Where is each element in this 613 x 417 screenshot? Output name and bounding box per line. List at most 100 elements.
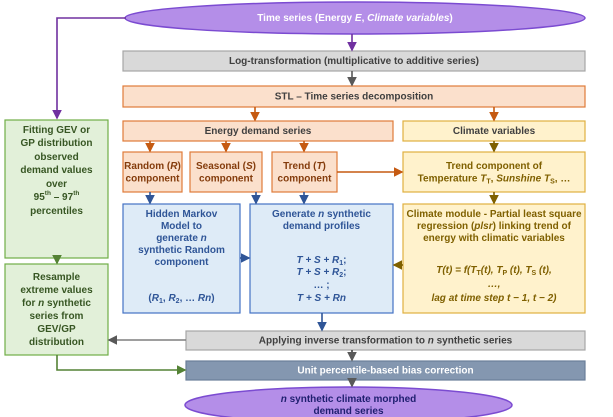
- node-text: demand series: [313, 406, 383, 417]
- node-text: distribution: [29, 337, 84, 348]
- node-text: Climate variables: [453, 126, 536, 137]
- text-segment: Seasonal (: [196, 160, 247, 171]
- text-segment: 2: [176, 298, 180, 305]
- text-segment: , …: [180, 293, 198, 304]
- text-segment: component: [155, 257, 210, 268]
- text-segment: ): [449, 13, 452, 24]
- text-segment: demand values: [20, 165, 93, 176]
- resample-box: Resample extreme values for n synthetic ser…: [4, 263, 109, 356]
- text-segment: energy with climatic variables: [423, 233, 565, 244]
- node-shape: [402, 203, 586, 314]
- text-segment: T: [316, 160, 323, 171]
- text-segment: S: [246, 160, 253, 171]
- text-segment: T: [486, 179, 491, 186]
- node-text: percentiles: [30, 206, 83, 217]
- text-segment: n: [318, 209, 324, 220]
- text-segment: synthetic: [324, 209, 371, 220]
- trend-climate-box: Trend component of Temperature TT, Sunshi…: [402, 151, 586, 193]
- text-segment: R: [168, 293, 176, 304]
- node-text: T + S + Rn: [297, 293, 346, 304]
- text-segment: Rn: [198, 293, 211, 304]
- node-text: (R1, R2, … Rn): [148, 293, 214, 306]
- text-segment: Time series (Energy: [257, 13, 355, 24]
- text-segment: 95: [34, 192, 46, 203]
- arrow: [52, 17, 126, 120]
- text-segment: over: [46, 179, 67, 190]
- text-segment: percentiles: [30, 206, 83, 217]
- text-segment: th: [45, 190, 51, 197]
- text-segment: (t), T: [507, 265, 532, 276]
- text-segment: lag at time step t − 1, t − 2): [431, 293, 557, 304]
- text-segment: plsr: [473, 221, 493, 232]
- bias-correction-box: Unit percentile-based bias correction: [185, 360, 586, 381]
- node-shape: [189, 151, 263, 193]
- node-text: synthetic Random: [138, 245, 225, 256]
- text-segment: E: [355, 13, 362, 24]
- node-text: energy with climatic variables: [423, 233, 565, 244]
- node-text: demand profiles: [283, 221, 361, 232]
- text-segment: synthetic Random: [138, 245, 225, 256]
- node-text: GEV/GP: [37, 324, 76, 335]
- text-segment: extreme values: [20, 285, 93, 296]
- node-text: observed: [34, 152, 78, 163]
- inverse-transform-box: Applying inverse transformation to n syn…: [185, 330, 586, 351]
- text-segment: S: [532, 270, 537, 277]
- energy-series-box: Energy demand series: [122, 120, 394, 142]
- node-text: component: [126, 173, 181, 184]
- node-text: Temperature TT, Sunshine TS, …: [418, 173, 571, 186]
- text-segment: Climate variables: [453, 126, 536, 137]
- node-text: Generate n synthetic: [272, 209, 371, 220]
- node-text: Time series (Energy E, Climate variables…: [257, 13, 453, 24]
- text-segment: T: [477, 270, 482, 277]
- text-segment: (t),: [536, 265, 552, 276]
- node-text: extreme values: [20, 285, 93, 296]
- text-segment: ,: [362, 13, 368, 24]
- text-segment: distribution: [29, 337, 84, 348]
- text-segment: Generate: [272, 209, 318, 220]
- text-segment: synthetic: [44, 298, 91, 309]
- text-segment: 1: [159, 298, 163, 305]
- text-segment: P: [502, 270, 507, 277]
- text-segment: ;: [343, 255, 346, 266]
- text-segment: Log-transformation (multiplicative to ad…: [229, 56, 479, 67]
- text-segment: ): [253, 160, 256, 171]
- text-segment: Hidden Markov: [146, 209, 218, 220]
- node-text: Seasonal (S): [196, 160, 256, 171]
- node-shape: [4, 263, 109, 356]
- text-segment: generate: [156, 233, 200, 244]
- node-text: series from: [30, 311, 84, 322]
- node-text: GP distribution: [20, 138, 92, 149]
- node-text: …,: [488, 279, 501, 290]
- text-segment: component: [126, 173, 181, 184]
- text-segment: R: [170, 160, 178, 171]
- text-segment: Resample: [33, 272, 81, 283]
- text-segment: Climate module - Partial least square: [406, 209, 581, 220]
- node-text: Energy demand series: [205, 126, 312, 137]
- text-segment: Energy demand series: [205, 126, 312, 137]
- text-segment: Trend (: [283, 160, 317, 171]
- node-text: Hidden Markov: [146, 209, 218, 220]
- text-segment: n: [281, 394, 287, 405]
- node-text: Random (R): [124, 160, 181, 171]
- text-segment: T: [480, 173, 487, 184]
- text-segment: demand series: [313, 406, 383, 417]
- node-text: component: [278, 173, 333, 184]
- node-text: regression (plsr) linking trend of: [417, 221, 572, 232]
- node-text: Trend component of: [446, 160, 543, 171]
- text-segment: observed: [34, 152, 78, 163]
- text-segment: T + S + R: [296, 267, 340, 278]
- node-text: over: [46, 179, 67, 190]
- text-segment: Temperature: [418, 173, 481, 184]
- text-segment: ,: [163, 293, 169, 304]
- node-text: Unit percentile-based bias correction: [297, 365, 473, 376]
- text-segment: 1: [339, 260, 343, 267]
- text-segment: GP distribution: [20, 138, 92, 149]
- climate-variables-box: Climate variables: [402, 120, 586, 142]
- arrows: [52, 17, 499, 388]
- node-text: … ;: [313, 280, 329, 291]
- text-segment: n: [428, 335, 434, 346]
- node-text: lag at time step t − 1, t − 2): [431, 293, 557, 304]
